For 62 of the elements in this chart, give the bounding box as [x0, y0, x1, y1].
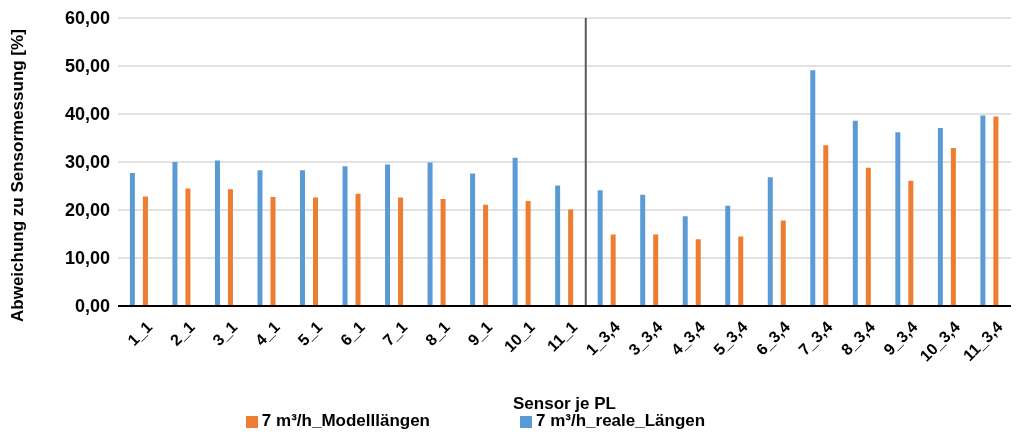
x-tick-label: 5_1 [294, 317, 326, 349]
y-axis-title: Abweichung zu Sensormessung [%] [8, 29, 28, 322]
bar [214, 160, 220, 306]
bar [865, 167, 871, 306]
bar [257, 170, 263, 306]
x-tick-label: 9_1 [464, 317, 496, 349]
bar [682, 216, 688, 306]
bar [172, 162, 178, 306]
bar [852, 120, 858, 306]
bar [653, 234, 659, 306]
bar [640, 194, 646, 306]
bar [129, 173, 135, 306]
y-tick-label: 60,00 [64, 8, 110, 29]
bar [738, 236, 744, 306]
bar [525, 200, 531, 306]
bar [440, 198, 446, 306]
bar [385, 164, 391, 306]
y-tick-label: 0,00 [74, 296, 110, 317]
bar [142, 196, 148, 306]
x-tick-label: 7_1 [379, 317, 411, 349]
x-tick-label: 1_1 [124, 317, 156, 349]
x-tick-label: 3_1 [209, 317, 241, 349]
bar [568, 209, 574, 306]
y-tick-label: 20,00 [64, 200, 110, 221]
bar [300, 170, 305, 306]
bar [767, 177, 773, 306]
bar [908, 180, 914, 306]
bar [950, 148, 956, 306]
bar [823, 145, 829, 306]
x-axis-title: Sensor je PL [513, 394, 616, 413]
bar [780, 220, 786, 306]
bar [398, 197, 404, 306]
bar [597, 190, 603, 306]
bar [512, 157, 518, 306]
legend-label: 7 m³/h_Modelllängen [261, 411, 430, 430]
y-tick-label: 30,00 [64, 152, 110, 173]
bar [937, 127, 943, 306]
bar [610, 234, 616, 306]
bar [342, 166, 348, 306]
y-tick-label: 10,00 [64, 248, 110, 269]
y-tick-label: 50,00 [64, 56, 110, 77]
bar [993, 116, 999, 306]
bar [185, 188, 191, 306]
legend-label: 7 m³/h_reale_Längen [536, 411, 706, 430]
y-tick-label: 40,00 [64, 104, 110, 125]
bar [980, 115, 986, 306]
bar [725, 205, 731, 306]
x-tick-label: 6_1 [337, 317, 368, 349]
bar [470, 173, 476, 306]
bar [355, 193, 361, 306]
bar [227, 189, 233, 306]
bar [270, 197, 276, 306]
bar [427, 162, 433, 306]
x-tick-label: 2_1 [166, 317, 198, 349]
bar [555, 185, 561, 306]
bar [313, 197, 318, 306]
bar [695, 239, 701, 306]
x-tick-label: 8_1 [422, 317, 454, 349]
x-tick-label: 4_1 [251, 317, 283, 349]
bar [895, 132, 901, 306]
bar [483, 204, 489, 306]
bar [810, 70, 816, 306]
